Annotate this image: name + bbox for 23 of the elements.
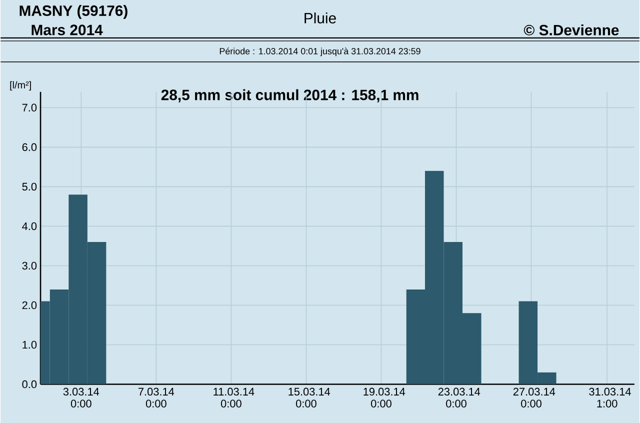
x-tick-label: 3.03.14 0:00 [63,388,100,408]
y-tick-label: 5.0 [22,182,37,190]
annotation: 28,5 mm soit cumul 2014 : 158,1 mm [161,89,418,102]
x-tick-label: 15.03.14 0:00 [288,388,330,408]
y-tick-label: 6.0 [22,143,37,151]
x-tick-label: 27.03.14 0:00 [513,388,556,408]
y-tick-label: 4.0 [22,222,37,230]
chart-title: Pluie [304,12,336,24]
x-tick-label: 11.03.14 0:00 [214,388,254,408]
y-axis-title: [l/m²] [10,81,31,90]
y-tick-label: 1.0 [22,340,37,349]
text: © S.Devienne [524,24,619,36]
chart-subtitle: Période : 1.03.2014 0:01 jusqu'à 31.03.2014 23:59 [220,48,420,56]
text: Mars 2014 [32,24,103,36]
y-tick-label: 0.0 [22,380,37,388]
x-tick-label: 31.03.14 1:00 [589,388,631,408]
y-tick-label: 7.0 [22,104,37,112]
x-tick-label: 7.03.14 0:00 [138,388,174,408]
x-tick-label: 23.03.14 0:00 [438,388,480,408]
y-tick-label: 3.0 [22,262,37,270]
y-tick-label: 2.0 [22,301,37,310]
text: MASNY (59176) [20,4,128,19]
x-tick-label: 19.03.14 0:00 [364,388,406,408]
